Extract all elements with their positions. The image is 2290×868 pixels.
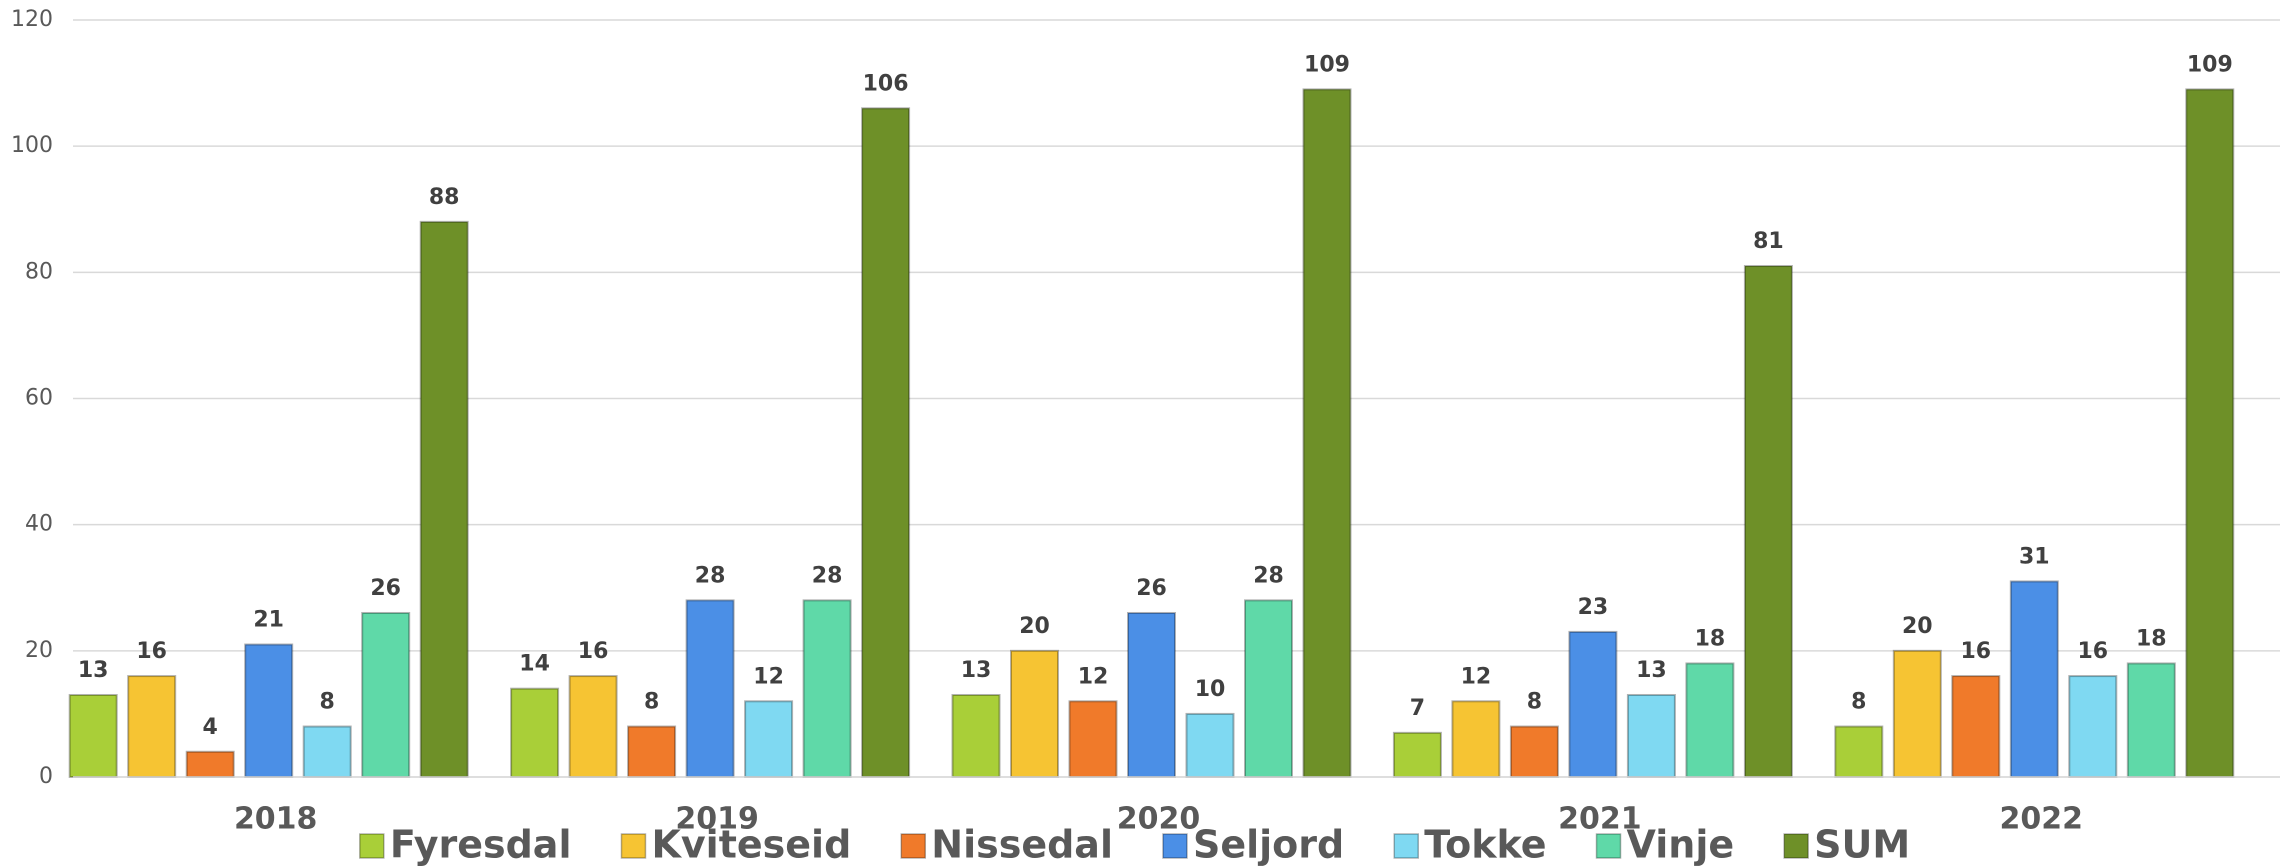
value-label: 12 bbox=[1078, 664, 1109, 689]
value-label: 106 bbox=[863, 71, 909, 96]
value-label: 7 bbox=[1410, 696, 1425, 721]
value-label: 4 bbox=[203, 715, 218, 740]
bar bbox=[302, 725, 352, 778]
legend-label: Fyresdal bbox=[390, 823, 572, 867]
y-tick-label: 0 bbox=[39, 764, 53, 789]
bar bbox=[1892, 649, 1942, 778]
x-tick-label: 2020 bbox=[1117, 802, 1201, 837]
bar bbox=[1392, 731, 1442, 779]
value-label: 13 bbox=[961, 658, 992, 683]
bar bbox=[1951, 675, 2001, 778]
value-label: 26 bbox=[1136, 576, 1167, 601]
bar bbox=[568, 675, 618, 778]
value-label: 12 bbox=[1461, 664, 1492, 689]
legend-label: Seljord bbox=[1193, 823, 1344, 867]
bar bbox=[2068, 675, 2118, 778]
y-tick-label: 100 bbox=[11, 133, 53, 158]
value-label: 14 bbox=[519, 652, 550, 677]
bar bbox=[1302, 88, 1352, 779]
bar bbox=[419, 220, 469, 779]
value-label: 8 bbox=[1851, 690, 1866, 715]
value-label: 13 bbox=[78, 658, 109, 683]
value-label: 28 bbox=[812, 563, 843, 588]
value-label: 18 bbox=[1695, 626, 1726, 651]
legend-swatch bbox=[620, 833, 647, 859]
y-tick-label: 40 bbox=[25, 512, 53, 537]
bar bbox=[361, 611, 411, 778]
bar bbox=[185, 750, 235, 778]
x-tick-label: 2022 bbox=[2000, 802, 2084, 837]
x-tick-label: 2019 bbox=[675, 802, 759, 837]
y-tick-label: 20 bbox=[25, 638, 53, 663]
bar bbox=[2126, 662, 2176, 779]
y-tick-label: 60 bbox=[25, 386, 53, 411]
bar bbox=[2185, 88, 2235, 779]
bar bbox=[1010, 649, 1059, 778]
bar bbox=[1626, 693, 1676, 778]
bar bbox=[1185, 712, 1235, 779]
legend-label: Nissedal bbox=[931, 823, 1113, 867]
bar bbox=[1244, 599, 1293, 778]
value-label: 13 bbox=[1636, 658, 1667, 683]
bar bbox=[1068, 700, 1118, 778]
bar bbox=[1743, 265, 1793, 778]
x-tick-label: 2018 bbox=[234, 802, 318, 837]
legend-swatch bbox=[900, 833, 927, 859]
bar bbox=[1568, 630, 1618, 778]
bar bbox=[68, 693, 118, 778]
bar bbox=[510, 687, 560, 779]
value-label: 28 bbox=[1253, 563, 1284, 588]
value-label: 10 bbox=[1195, 677, 1226, 702]
x-tick-label: 2021 bbox=[1558, 802, 1642, 837]
bar bbox=[861, 107, 911, 779]
bar bbox=[244, 643, 294, 779]
legend-label: Tokke bbox=[1424, 823, 1546, 867]
value-label: 31 bbox=[2019, 544, 2050, 569]
value-label: 23 bbox=[1578, 595, 1609, 620]
value-label: 16 bbox=[136, 639, 167, 664]
value-label: 8 bbox=[320, 690, 335, 715]
value-label: 18 bbox=[2136, 626, 2167, 651]
value-label: 88 bbox=[429, 185, 460, 210]
value-label: 20 bbox=[1019, 614, 1050, 639]
y-tick-label: 120 bbox=[11, 7, 53, 32]
value-label: 8 bbox=[1527, 690, 1542, 715]
y-tick-label: 80 bbox=[25, 259, 53, 284]
legend-swatch bbox=[359, 833, 385, 859]
legend-label: Vinje bbox=[1627, 823, 1735, 867]
value-label: 21 bbox=[253, 608, 284, 633]
value-label: 20 bbox=[1902, 614, 1933, 639]
bar bbox=[685, 599, 735, 778]
bar bbox=[1685, 662, 1735, 779]
value-label: 28 bbox=[695, 563, 726, 588]
legend-swatch bbox=[1783, 833, 1809, 859]
bar bbox=[1127, 611, 1176, 778]
value-label: 16 bbox=[2077, 639, 2108, 664]
value-label: 26 bbox=[370, 576, 401, 601]
bar bbox=[951, 693, 1001, 778]
legend-swatch bbox=[1595, 833, 1622, 859]
value-label: 109 bbox=[1304, 52, 1350, 77]
bar bbox=[744, 700, 794, 778]
bar bbox=[627, 725, 677, 778]
bar bbox=[1451, 700, 1501, 778]
value-label: 16 bbox=[1960, 639, 1991, 664]
legend-swatch bbox=[1162, 833, 1188, 859]
bar bbox=[1509, 725, 1559, 778]
bar bbox=[2009, 580, 2059, 778]
bar bbox=[802, 599, 852, 778]
legend-label: Kviteseid bbox=[651, 823, 851, 867]
legend-label: SUM bbox=[1814, 823, 1910, 867]
value-label: 12 bbox=[753, 664, 784, 689]
bar bbox=[1834, 725, 1884, 778]
legend-swatch bbox=[1393, 833, 1419, 859]
value-label: 81 bbox=[1753, 229, 1784, 254]
value-label: 8 bbox=[644, 690, 659, 715]
value-label: 16 bbox=[578, 639, 609, 664]
value-label: 109 bbox=[2187, 52, 2233, 77]
bar bbox=[127, 675, 177, 778]
